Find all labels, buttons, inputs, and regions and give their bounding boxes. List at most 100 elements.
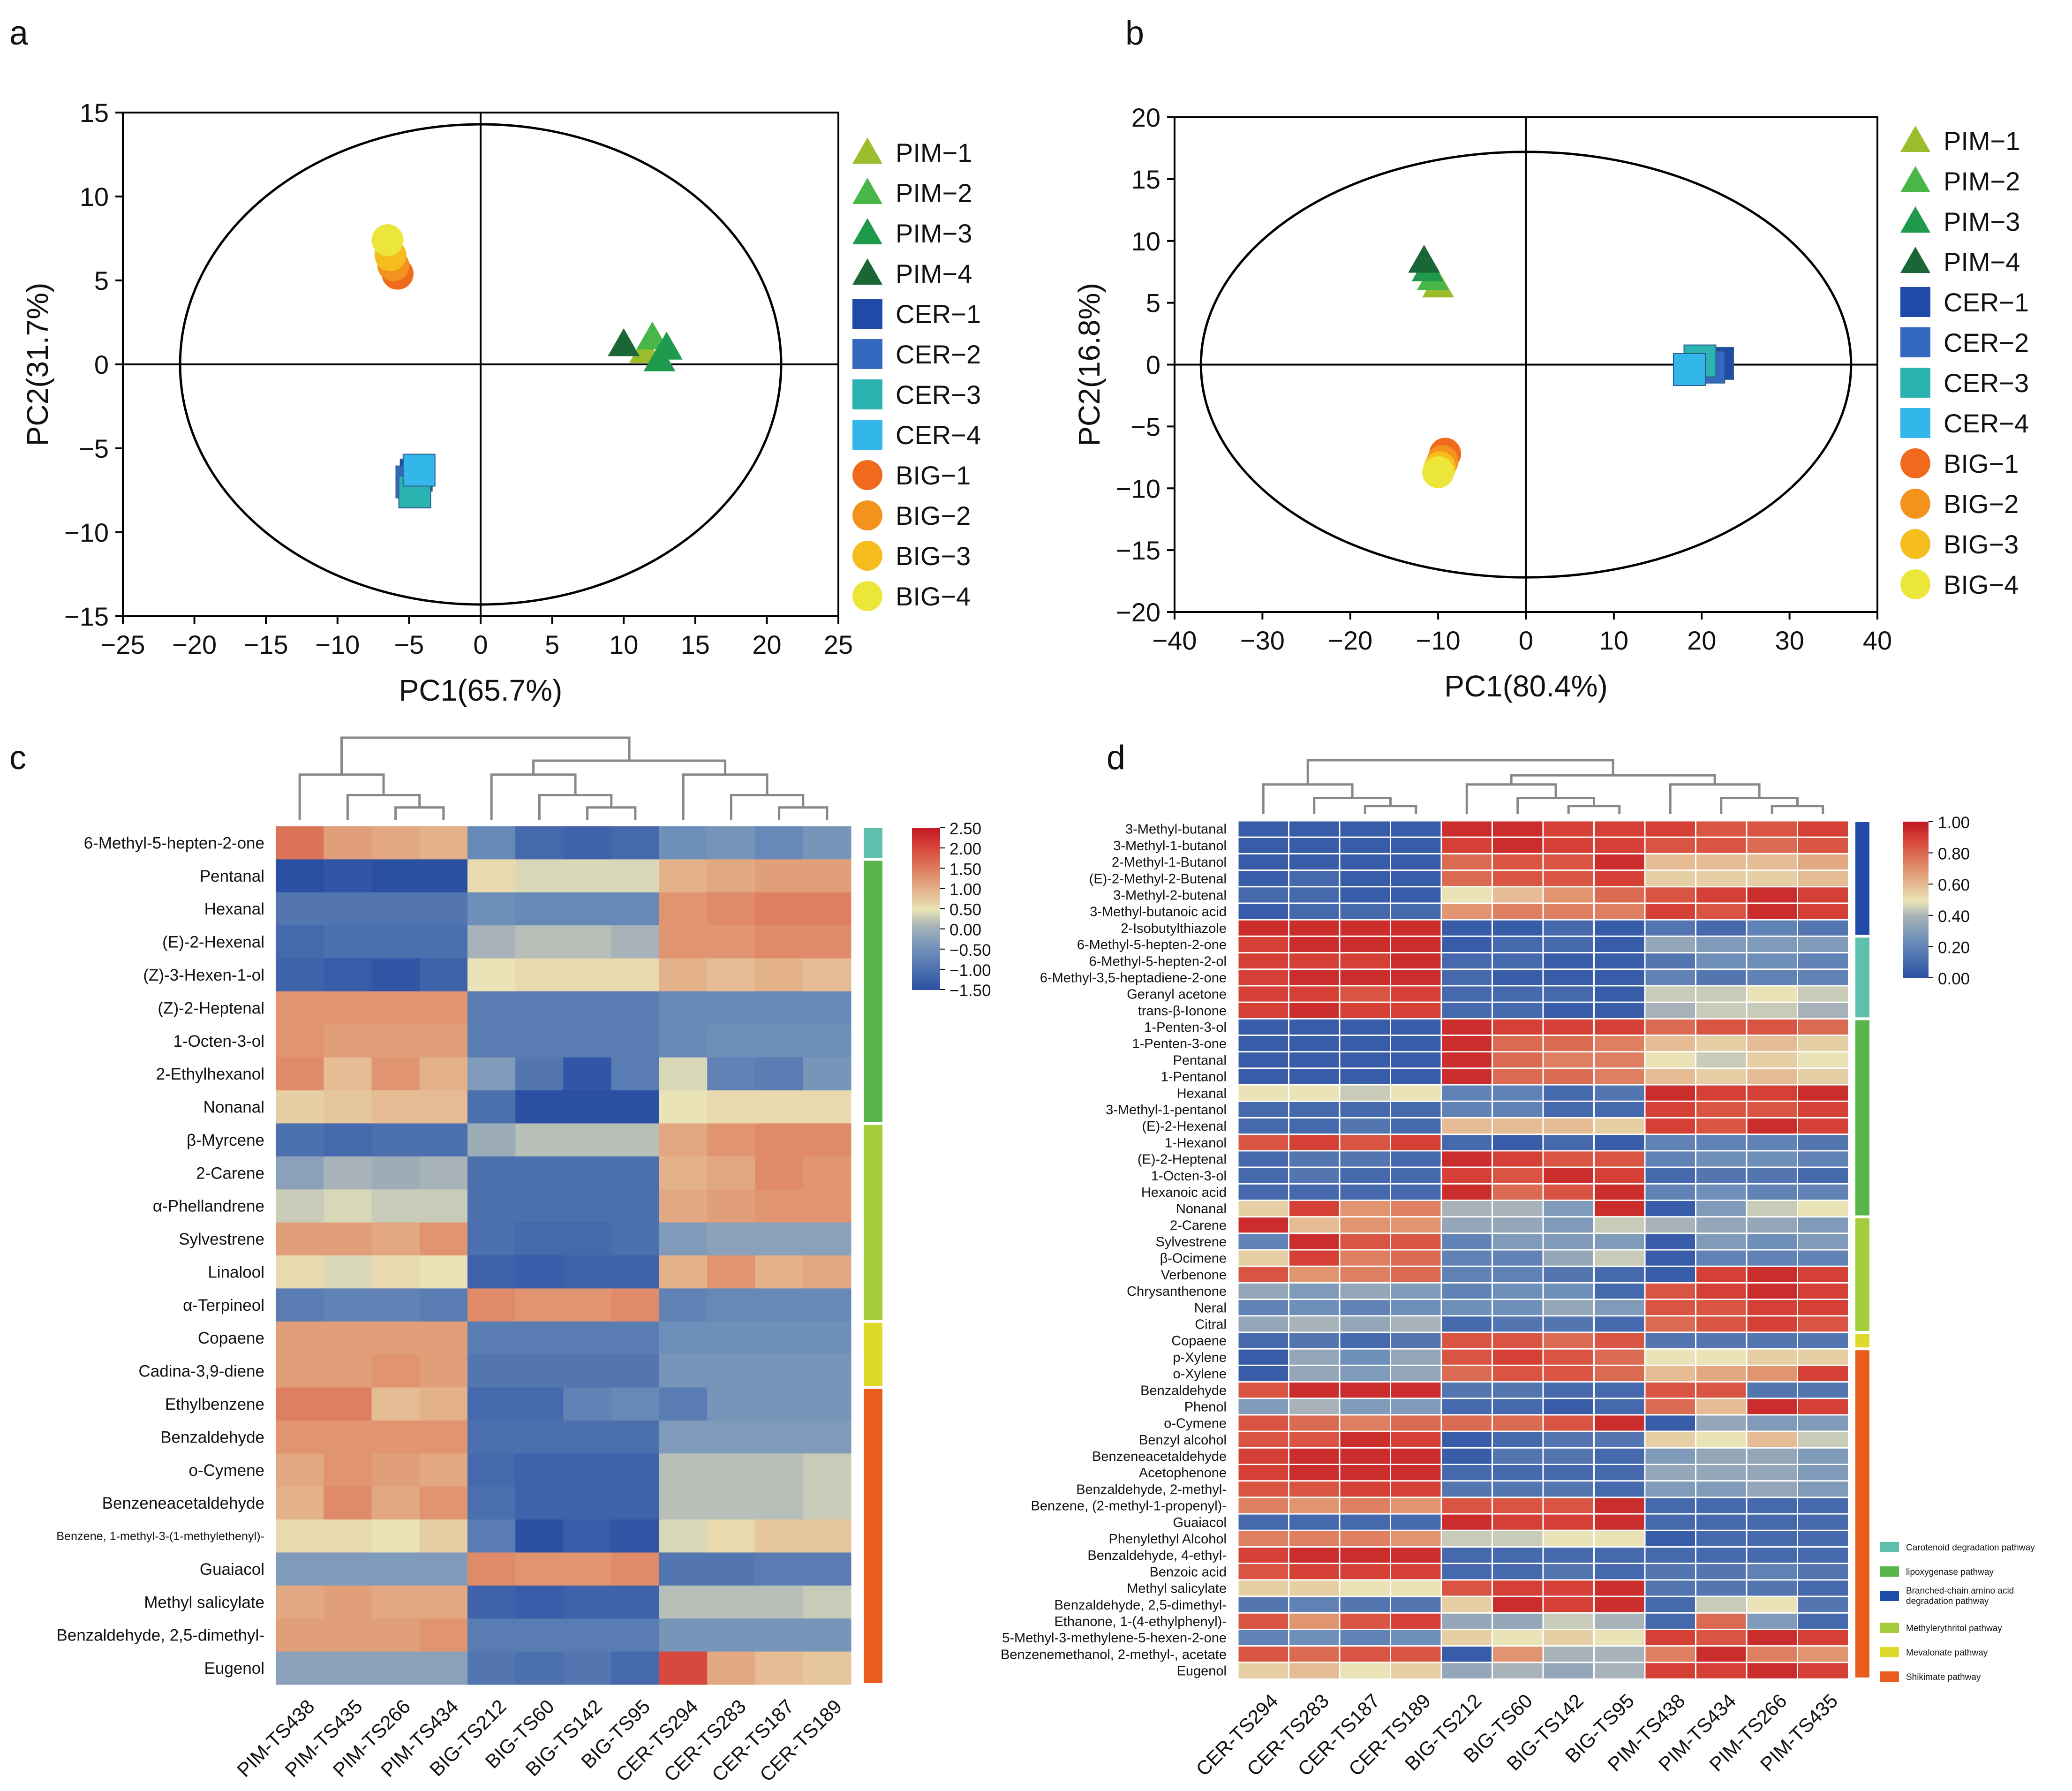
heatmap-cell xyxy=(1390,1100,1442,1119)
heatmap-cell xyxy=(1542,1447,1595,1466)
heatmap-cell xyxy=(1237,1249,1290,1268)
pathway-legend-swatch xyxy=(1880,1671,1899,1682)
heatmap-cell xyxy=(1237,1398,1290,1416)
heatmap-cell xyxy=(1492,968,1544,987)
heatmap-cell xyxy=(1797,836,1849,855)
heatmap-cell xyxy=(515,1156,564,1190)
heatmap-cell xyxy=(659,1453,708,1487)
heatmap-cell xyxy=(1237,1315,1290,1333)
heatmap-cell xyxy=(1797,1398,1849,1416)
heatmap-cell xyxy=(1492,1134,1544,1152)
heatmap-cell xyxy=(1644,1199,1697,1218)
heatmap-cell xyxy=(1542,1628,1595,1647)
heatmap-cell xyxy=(659,1519,708,1553)
heatmap-cell xyxy=(419,1090,468,1124)
heatmap-cell xyxy=(1339,1398,1392,1416)
colorbar-segment xyxy=(1903,952,1929,955)
heatmap-cell xyxy=(1593,1001,1646,1020)
heatmap-cell xyxy=(276,925,324,959)
heatmap-cell xyxy=(1542,1612,1595,1631)
heatmap-cell xyxy=(1390,1199,1442,1218)
heatmap-cell xyxy=(1237,902,1290,921)
heatmap-cell xyxy=(1390,1513,1442,1532)
colorbar-tick-label: −1.00 xyxy=(949,961,991,980)
heatmap-cell xyxy=(1237,1150,1290,1169)
heatmap-cell xyxy=(276,958,324,992)
heatmap-cell xyxy=(1695,1447,1748,1466)
y-tick-label: −10 xyxy=(1116,474,1160,503)
colorbar-segment xyxy=(912,908,940,912)
heatmap-cell xyxy=(1237,1183,1290,1202)
heatmap-cell xyxy=(371,1288,420,1322)
heatmap-cell xyxy=(1542,952,1595,970)
legend-marker-circle xyxy=(1900,569,1930,599)
colorbar-segment xyxy=(1903,944,1929,947)
row-label: 6-Methyl-5-hepten-2-one xyxy=(84,834,264,852)
heatmap-cell xyxy=(1339,1480,1392,1498)
row-label: Benzaldehyde xyxy=(160,1428,264,1446)
heatmap-cell xyxy=(1644,1282,1697,1300)
row-label: (E)-2-Hexenal xyxy=(1142,1119,1227,1134)
heatmap-cell xyxy=(1339,1117,1392,1135)
heatmap-cell xyxy=(1288,1579,1341,1598)
heatmap-cell xyxy=(803,1123,851,1157)
heatmap-cell xyxy=(419,892,468,926)
heatmap-cell xyxy=(1339,985,1392,1004)
heatmap-cell xyxy=(1593,1265,1646,1284)
heatmap-cell xyxy=(1440,1628,1493,1647)
dendrogram-branch xyxy=(394,806,445,820)
heatmap-cell xyxy=(1390,1645,1442,1663)
heatmap-cell xyxy=(755,1354,804,1388)
heatmap-cell xyxy=(1440,1265,1493,1284)
pathway-legend-label: lipoxygenase pathway xyxy=(1906,1567,1994,1577)
heatmap-cell xyxy=(1339,836,1392,855)
heatmap-cell xyxy=(276,826,324,860)
heatmap-cell xyxy=(1746,1134,1799,1152)
heatmap-cell xyxy=(1237,1100,1290,1119)
heatmap-cell xyxy=(1390,1150,1442,1169)
colorbar-tick-label: 1.00 xyxy=(949,880,981,899)
heatmap-cell xyxy=(1644,1100,1697,1119)
heatmap-cell xyxy=(1593,935,1646,954)
heatmap-cell xyxy=(611,1123,660,1157)
heatmap-cell xyxy=(371,1156,420,1190)
heatmap-cell xyxy=(1390,985,1442,1004)
heatmap-cell xyxy=(1644,1546,1697,1564)
heatmap-cell xyxy=(419,1057,468,1091)
legend-marker-circle xyxy=(1900,529,1930,559)
pathway-legend-swatch xyxy=(1880,1566,1899,1577)
heatmap-cell xyxy=(1593,820,1646,839)
heatmap-cell xyxy=(1593,1447,1646,1466)
legend-label: CER−1 xyxy=(896,299,981,329)
colorbar-segment xyxy=(1903,915,1929,919)
heatmap-cell xyxy=(563,1123,612,1157)
heatmap-cell xyxy=(611,1024,660,1058)
heatmap-cell xyxy=(1288,1348,1341,1367)
heatmap-cell xyxy=(1237,1117,1290,1135)
heatmap-cell xyxy=(1797,1166,1849,1185)
heatmap-cell xyxy=(324,1057,372,1091)
colorbar-segment xyxy=(912,890,940,893)
heatmap-cell xyxy=(1593,1051,1646,1069)
heatmap-cell xyxy=(1644,952,1697,970)
heatmap-cell xyxy=(1644,902,1697,921)
colorbar-segment xyxy=(1903,847,1929,851)
heatmap-cell xyxy=(1492,1100,1544,1119)
heatmap-cell xyxy=(1440,1430,1493,1449)
heatmap-cell xyxy=(515,859,564,893)
heatmap-cell xyxy=(803,892,851,926)
y-tick-label: −20 xyxy=(1116,597,1160,627)
heatmap-cell xyxy=(1390,952,1442,970)
heatmap-cell xyxy=(1237,1546,1290,1564)
heatmap-cell xyxy=(467,1552,516,1586)
heatmap-cell xyxy=(371,1090,420,1124)
legend-marker-square xyxy=(852,339,882,369)
heatmap-cell xyxy=(755,925,804,959)
heatmap-cell xyxy=(1492,1612,1544,1631)
heatmap-cell xyxy=(1593,1414,1646,1433)
legend-marker-circle xyxy=(852,460,882,490)
legend-label: PIM−1 xyxy=(896,138,972,167)
row-label: Benzaldehyde, 4-ethyl- xyxy=(1087,1548,1227,1563)
heatmap-cell xyxy=(1237,1662,1290,1680)
x-tick-label: −10 xyxy=(1416,626,1461,655)
